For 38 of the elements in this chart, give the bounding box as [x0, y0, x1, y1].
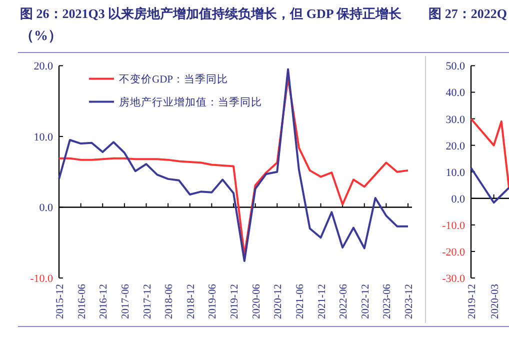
x-tick-label: 2023-12 — [404, 284, 415, 319]
chart-title: 图 27：2022Q — [428, 6, 507, 21]
y-tick-label: 40.0 — [446, 87, 466, 100]
x-tick-label: 2023-06 — [382, 284, 394, 319]
y-tick-label: 10.0 — [446, 166, 466, 179]
legend-label: 房地产行业增加值：当季同比 — [119, 96, 262, 109]
y-tick-label: 0.0 — [39, 202, 54, 214]
x-tick-label: 2019-12 — [230, 284, 240, 319]
y-tick-label: 30.0 — [446, 114, 466, 126]
x-tick-label: 2020-06 — [251, 284, 262, 319]
line-series — [470, 118, 509, 189]
x-tick-label: 2018-06 — [164, 284, 176, 319]
x-tick-label: 2022-12 — [360, 284, 372, 319]
y-tick-label: -10.0 — [442, 220, 466, 232]
x-tick-label: 2017-06 — [120, 284, 132, 319]
y-tick-label: -30.0 — [442, 273, 466, 285]
chart-subtitle: （%） — [20, 29, 62, 44]
y-tick-label: 0.0 — [451, 193, 466, 206]
y-tick-label: 20.0 — [446, 140, 466, 152]
x-tick-label: 2017-12 — [142, 284, 154, 319]
x-tick-label: 2018-12 — [186, 284, 197, 319]
y-tick-label: 20.0 — [34, 60, 54, 73]
y-tick-label: -10.0 — [30, 273, 54, 285]
x-tick-label: 2016-12 — [98, 284, 110, 319]
x-tick-label: 2021-06 — [294, 284, 306, 319]
x-tick-label: 2020-03 — [490, 284, 501, 319]
x-tick-label: 2020-12 — [273, 284, 284, 319]
y-tick-label: 50.0 — [446, 60, 466, 73]
y-tick-label: -20.0 — [442, 246, 466, 258]
x-tick-label: 2016-06 — [76, 284, 88, 319]
x-tick-label: 2022-06 — [338, 284, 350, 319]
x-tick-label: 2015-12 — [55, 284, 66, 319]
legend-label: 不变价GDP：当季同比 — [119, 72, 228, 86]
x-tick-label: 2021-12 — [316, 284, 328, 319]
chart-title: 图 26：2021Q3 以来房地产增加值持续负增长，但 GDP 保持正增长 — [20, 6, 402, 21]
x-tick-label: 2019-12 — [467, 284, 478, 319]
y-tick-label: 10.0 — [34, 131, 54, 144]
x-tick-label: 2019-06 — [208, 284, 219, 319]
